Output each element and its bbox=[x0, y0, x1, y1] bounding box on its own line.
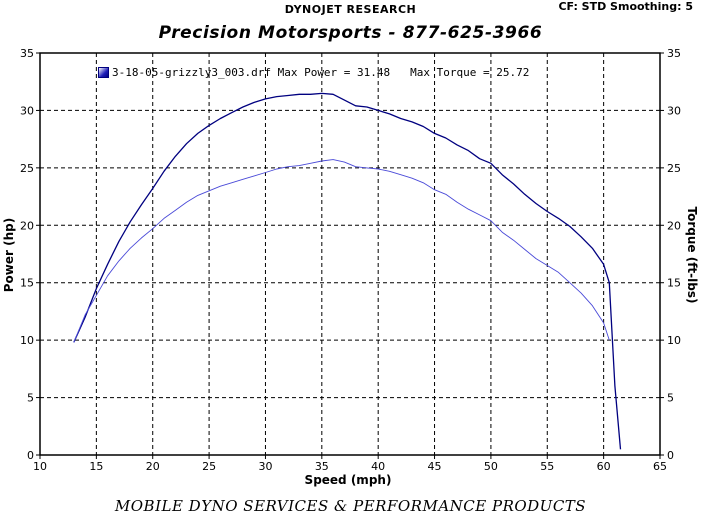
x-axis-ticks: 10 15 20 25 30 35 40 45 50 55 60 65 bbox=[33, 455, 667, 473]
grid bbox=[40, 53, 660, 455]
legend-file: 3-18-05-grizzly3_003.drf bbox=[112, 66, 271, 79]
chart-title: Precision Motorsports - 877-625-3966 bbox=[158, 23, 543, 43]
y-left-tick-label: 30 bbox=[20, 104, 34, 117]
y-right-tick-label: 25 bbox=[667, 162, 681, 175]
legend-max-torque: Max Torque = 25.72 bbox=[410, 66, 530, 79]
x-axis-label: Speed (mph) bbox=[305, 473, 392, 487]
footer-text: MOBILE DYNO SERVICES & PERFORMANCE PRODU… bbox=[114, 497, 587, 515]
y-right-tick-label: 5 bbox=[667, 392, 674, 405]
x-tick-label: 20 bbox=[146, 460, 160, 473]
y-left-tick-label: 15 bbox=[20, 277, 34, 290]
x-tick-label: 65 bbox=[653, 460, 667, 473]
y-axis-right-label: Torque (ft-lbs) bbox=[685, 207, 699, 304]
y-left-tick-label: 10 bbox=[20, 334, 34, 347]
y-right-tick-label: 20 bbox=[667, 219, 681, 232]
y-left-tick-label: 35 bbox=[20, 47, 34, 60]
y-axis-left-label: Power (hp) bbox=[2, 218, 16, 292]
x-tick-label: 45 bbox=[428, 460, 442, 473]
y-right-tick-label: 0 bbox=[667, 449, 674, 462]
plot-border bbox=[39, 52, 661, 456]
x-tick-label: 50 bbox=[484, 460, 498, 473]
y-left-tick-label: 20 bbox=[20, 219, 34, 232]
series-line-torque bbox=[73, 159, 610, 343]
y-axis-right-ticks: 0 5 10 15 20 25 30 35 bbox=[660, 47, 681, 462]
series-line-power bbox=[73, 92, 622, 450]
y-left-tick-label: 5 bbox=[27, 392, 34, 405]
legend-swatch-icon bbox=[98, 67, 109, 78]
x-tick-label: 55 bbox=[540, 460, 554, 473]
x-tick-label: 60 bbox=[597, 460, 611, 473]
x-tick-label: 25 bbox=[202, 460, 216, 473]
y-right-tick-label: 30 bbox=[667, 104, 681, 117]
header-company: DYNOJET RESEARCH bbox=[284, 3, 417, 16]
y-right-tick-label: 15 bbox=[667, 277, 681, 290]
legend-max-power: Max Power = 31.48 bbox=[277, 66, 391, 79]
legend: 3-18-05-grizzly3_003.drf Max Power = 31.… bbox=[98, 66, 529, 79]
x-tick-label: 30 bbox=[258, 460, 272, 473]
x-tick-label: 40 bbox=[371, 460, 385, 473]
x-tick-label: 35 bbox=[315, 460, 329, 473]
plot-frame bbox=[39, 52, 661, 456]
y-axis-left-ticks: 0 5 10 15 20 25 30 35 bbox=[20, 47, 40, 462]
y-left-tick-label: 0 bbox=[27, 449, 34, 462]
header-settings: CF: STD Smoothing: 5 bbox=[558, 0, 693, 13]
y-right-tick-label: 10 bbox=[667, 334, 681, 347]
series bbox=[73, 92, 622, 450]
x-tick-label: 10 bbox=[33, 460, 47, 473]
x-tick-label: 15 bbox=[89, 460, 103, 473]
y-left-tick-label: 25 bbox=[20, 162, 34, 175]
y-right-tick-label: 35 bbox=[667, 47, 681, 60]
